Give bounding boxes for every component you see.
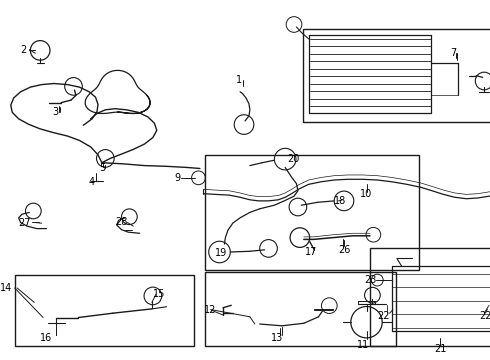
Text: 17: 17	[305, 247, 318, 257]
Text: 23: 23	[364, 275, 376, 285]
Bar	[205, 272, 396, 346]
Text: 5: 5	[99, 163, 105, 174]
Text: 2: 2	[21, 45, 26, 55]
Bar	[370, 248, 490, 346]
Bar	[303, 29, 490, 122]
Text: 27: 27	[18, 218, 31, 228]
Text: 19: 19	[216, 248, 228, 258]
Text: 22: 22	[377, 311, 390, 321]
Text: 12: 12	[203, 305, 216, 315]
Text: 10: 10	[361, 189, 372, 199]
Text: 21: 21	[434, 344, 446, 354]
Text: 1: 1	[236, 75, 242, 85]
Text: 20: 20	[287, 154, 299, 164]
Bar	[15, 275, 194, 346]
Text: 28: 28	[115, 217, 128, 228]
Text: 26: 26	[338, 245, 350, 255]
Text: 4: 4	[89, 177, 95, 187]
Text: 22: 22	[479, 311, 490, 321]
Text: 7: 7	[450, 48, 456, 58]
Text: 16: 16	[40, 333, 53, 343]
Bar	[205, 155, 419, 270]
Text: 18: 18	[334, 196, 346, 206]
Text: 15: 15	[153, 289, 166, 300]
Text: 3: 3	[52, 107, 58, 117]
Text: 11: 11	[357, 340, 369, 350]
Text: 13: 13	[270, 333, 283, 343]
Text: 9: 9	[174, 173, 180, 183]
Text: 14: 14	[0, 283, 12, 293]
